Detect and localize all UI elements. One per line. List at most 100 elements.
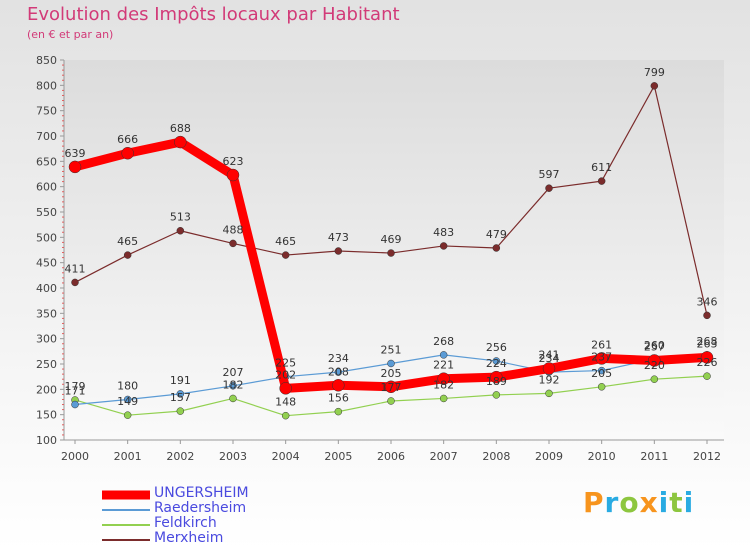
data-point-merxheim	[334, 247, 343, 255]
series-line-merxheim	[74, 85, 708, 316]
data-point-ungersheim	[121, 146, 134, 160]
y-tick-label: 100	[36, 434, 57, 447]
data-point-raedersheim	[71, 400, 79, 409]
data-label-feldkirch: 182	[223, 378, 244, 391]
data-label-merxheim: 513	[170, 211, 191, 224]
y-tick-label: 550	[36, 206, 57, 219]
data-point-ungersheim	[332, 379, 345, 392]
data-label-ungersheim: 208	[328, 365, 349, 378]
data-label-merxheim: 597	[539, 168, 560, 181]
y-tick-label: 600	[36, 181, 57, 194]
data-label-merxheim: 473	[328, 231, 349, 244]
data-label-merxheim: 479	[486, 228, 507, 241]
data-label-feldkirch: 157	[170, 391, 191, 404]
data-point-merxheim	[439, 242, 448, 250]
data-label-raedersheim: 251	[381, 343, 402, 356]
y-tick-label: 450	[36, 257, 57, 270]
data-point-raedersheim	[387, 359, 395, 368]
data-label-merxheim: 469	[381, 233, 402, 246]
data-point-merxheim	[123, 251, 132, 259]
data-point-ungersheim	[384, 380, 398, 394]
data-label-ungersheim: 666	[117, 133, 138, 146]
data-label-ungersheim: 241	[539, 349, 560, 362]
data-point-feldkirch	[334, 407, 343, 416]
data-point-ungersheim	[174, 135, 187, 149]
data-point-ungersheim	[68, 160, 82, 174]
data-point-feldkirch	[703, 372, 711, 380]
data-point-raedersheim	[492, 357, 501, 365]
data-point-feldkirch	[492, 391, 501, 399]
data-point-feldkirch	[229, 394, 237, 403]
data-label-raedersheim: 180	[117, 379, 138, 392]
data-label-merxheim: 465	[117, 235, 138, 248]
x-tick-label: 2000	[61, 450, 89, 463]
data-point-feldkirch	[545, 389, 553, 398]
data-point-feldkirch	[176, 407, 185, 415]
brand-letter: o	[619, 486, 640, 519]
x-tick-label: 2010	[588, 450, 616, 463]
y-tick-label: 700	[36, 130, 57, 143]
x-tick-label: 2002	[166, 450, 194, 463]
data-point-merxheim	[597, 177, 606, 185]
data-label-raedersheim: 237	[591, 351, 612, 364]
data-label-feldkirch: 182	[433, 378, 454, 391]
data-point-merxheim	[650, 82, 659, 90]
legend-label-feldkirch: Feldkirch	[154, 515, 217, 531]
data-label-feldkirch: 156	[328, 392, 349, 405]
data-label-ungersheim: 639	[65, 147, 86, 160]
legend-label-raedersheim: Raedersheim	[154, 500, 247, 516]
data-label-ungersheim: 688	[170, 122, 191, 135]
x-tick-label: 2012	[693, 450, 721, 463]
data-point-ungersheim	[490, 370, 503, 384]
data-label-feldkirch: 179	[65, 380, 86, 393]
brand-letter: t	[669, 486, 684, 519]
data-label-feldkirch: 220	[644, 359, 665, 372]
brand-logo: Proxiti	[583, 486, 694, 519]
data-point-raedersheim	[439, 351, 448, 359]
data-point-merxheim	[492, 244, 501, 252]
data-point-feldkirch	[281, 411, 290, 420]
data-label-ungersheim: 261	[591, 338, 612, 351]
data-point-raedersheim	[597, 366, 606, 375]
data-label-feldkirch: 189	[486, 375, 507, 388]
brand-letter: i	[658, 486, 670, 519]
data-label-feldkirch: 177	[381, 381, 402, 394]
data-point-feldkirch	[123, 411, 132, 419]
brand-letter: i	[683, 486, 695, 519]
data-point-raedersheim	[334, 368, 343, 376]
data-label-raedersheim: 234	[539, 352, 560, 365]
data-point-ungersheim	[542, 362, 556, 375]
data-label-merxheim: 611	[591, 161, 612, 174]
y-tick-label: 850	[36, 54, 57, 67]
x-tick-label: 2004	[272, 450, 300, 463]
brand-letter: r	[604, 486, 620, 519]
data-label-merxheim: 465	[275, 235, 296, 248]
data-label-ungersheim: 623	[223, 155, 244, 168]
data-point-ungersheim	[595, 352, 608, 365]
data-label-feldkirch: 226	[697, 356, 718, 369]
data-point-ungersheim	[226, 168, 240, 182]
plot-area	[64, 60, 724, 440]
data-label-ungersheim: 224	[486, 357, 507, 370]
data-point-feldkirch	[439, 394, 448, 403]
data-label-raedersheim: 260	[644, 339, 665, 352]
data-point-ungersheim	[700, 351, 714, 364]
data-label-raedersheim: 207	[223, 366, 244, 379]
data-label-merxheim: 488	[223, 223, 244, 236]
data-point-merxheim	[545, 184, 553, 192]
data-label-raedersheim: 225	[275, 357, 296, 370]
data-label-feldkirch: 205	[591, 367, 612, 380]
data-label-raedersheim: 171	[65, 385, 86, 398]
data-point-merxheim	[176, 226, 185, 235]
legend-label-merxheim: Merxheim	[154, 530, 224, 546]
data-point-raedersheim	[123, 395, 132, 404]
data-label-feldkirch: 149	[117, 395, 138, 408]
y-tick-label: 650	[36, 155, 57, 168]
y-tick-label: 150	[36, 409, 57, 422]
data-label-ungersheim: 221	[433, 359, 454, 372]
chart-subtitle: (en € et par an)	[27, 28, 114, 41]
data-point-ungersheim	[279, 382, 292, 395]
data-label-raedersheim: 191	[170, 374, 191, 387]
data-point-feldkirch	[597, 383, 606, 391]
